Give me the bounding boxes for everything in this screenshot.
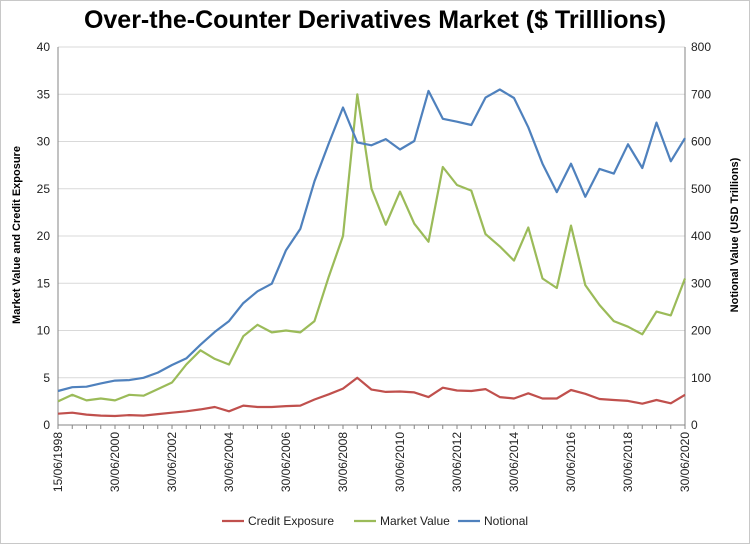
y-tick-right: 500 <box>691 182 711 196</box>
x-tick-label: 30/06/2010 <box>393 432 407 492</box>
y-tick-right: 700 <box>691 87 711 101</box>
x-tick-label: 30/06/2002 <box>165 432 179 492</box>
legend-market-value-label: Market Value <box>380 514 450 528</box>
y-tick-left: 25 <box>37 182 51 196</box>
y-tick-left: 30 <box>37 135 51 149</box>
x-tick-label: 30/06/2014 <box>507 432 521 492</box>
y-tick-right: 600 <box>691 135 711 149</box>
chart-title: Over-the-Counter Derivatives Market ($ T… <box>83 6 667 34</box>
tick-labels: 0 0 5 100 10 200 15 300 20 400 25 500 30 600 35 700 40 80… <box>37 40 712 492</box>
legend: Credit Exposure Market Value Notional <box>222 514 528 528</box>
x-tick-label: 30/06/2008 <box>336 432 350 492</box>
legend-credit-exposure-label: Credit Exposure <box>248 514 334 528</box>
axes <box>57 47 686 429</box>
y-tick-right: 0 <box>691 418 698 432</box>
y-tick-left: 35 <box>37 87 51 101</box>
y-tick-right: 100 <box>691 371 711 385</box>
series-line-notional <box>57 88 686 393</box>
y-tick-left: 5 <box>43 371 50 385</box>
y-tick-left: 20 <box>37 229 51 243</box>
y-tick-left: 0 <box>43 418 50 432</box>
y-tick-left: 15 <box>37 276 51 290</box>
x-tick-label: 30/06/2004 <box>222 432 236 492</box>
x-tick-label: 30/06/2020 <box>678 432 692 492</box>
x-tick-label: 30/06/2012 <box>450 432 464 492</box>
y-tick-right: 400 <box>691 229 711 243</box>
y-tick-left: 10 <box>37 324 51 338</box>
series-lines <box>57 88 687 418</box>
x-tick-label: 30/06/2006 <box>279 432 293 492</box>
legend-notional-label: Notional <box>484 514 528 528</box>
y-tick-right: 300 <box>691 276 711 290</box>
y-axis-right-title: Notional Value (USD Trillions) <box>729 157 741 312</box>
y-tick-right: 200 <box>691 324 711 338</box>
x-tick-label: 30/06/2016 <box>564 432 578 492</box>
y-tick-left: 40 <box>37 40 51 54</box>
x-tick-label: 15/06/1998 <box>51 432 65 492</box>
y-axis-left-title: Market Value and Credit Exposure <box>11 146 23 324</box>
y-tick-right: 800 <box>691 40 711 54</box>
series-line-market-value <box>57 93 687 403</box>
x-tick-label: 30/06/2018 <box>621 432 635 492</box>
series-line-credit-exposure <box>57 376 686 418</box>
x-tick-label: 30/06/2000 <box>108 432 122 492</box>
gridlines <box>58 46 685 426</box>
